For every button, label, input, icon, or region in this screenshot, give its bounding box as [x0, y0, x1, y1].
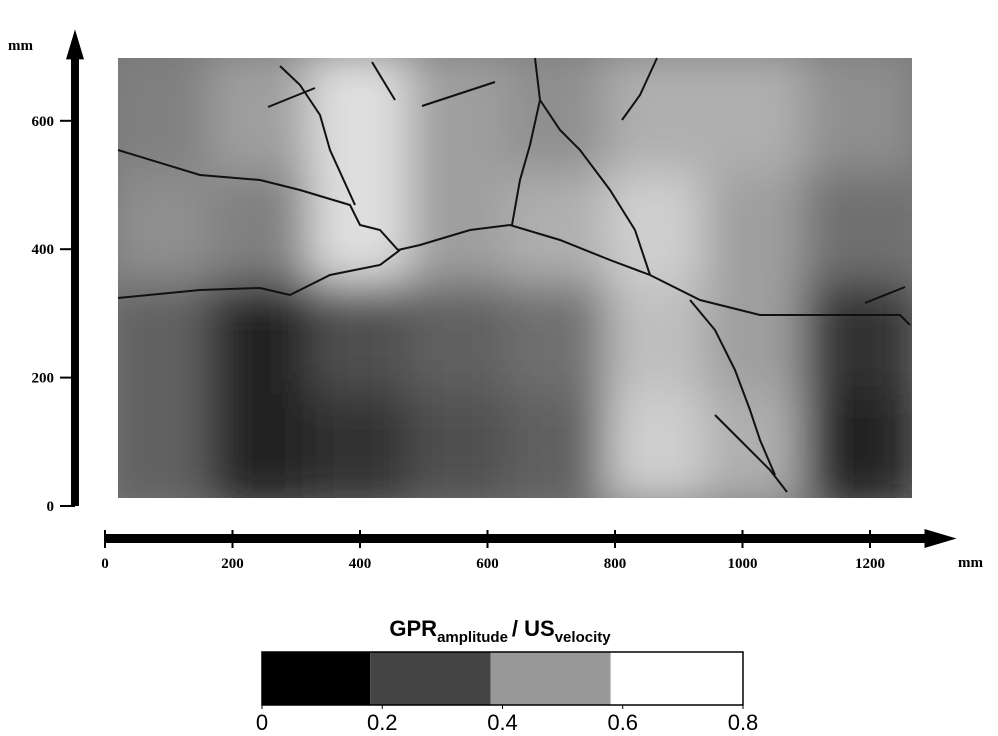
- heat-cell: [408, 161, 519, 283]
- heat-cell: [507, 51, 618, 173]
- heat-cell: [507, 382, 618, 504]
- colorbar-bin: [262, 652, 370, 705]
- title-sub: velocity: [555, 629, 612, 646]
- heat-cell: [803, 382, 914, 504]
- heat-cell: [211, 161, 322, 283]
- heat-cell: [803, 161, 914, 283]
- x-tick-label: 800: [604, 556, 627, 572]
- heat-cell: [309, 161, 420, 283]
- y-axis-label: mm: [8, 38, 33, 54]
- heat-cell: [408, 382, 519, 504]
- heat-cell: [705, 51, 816, 173]
- y-tick-label: 200: [32, 371, 55, 387]
- heat-cell: [211, 382, 322, 504]
- heat-cell: [705, 271, 816, 393]
- colorbar-bin: [490, 652, 610, 705]
- x-tick-label: 600: [476, 556, 499, 572]
- colorbar-tick-label: 0.4: [487, 710, 518, 735]
- x-axis-label: mm: [958, 555, 983, 571]
- heat-cell: [211, 51, 322, 173]
- heat-cell: [507, 271, 618, 393]
- y-tick-label: 600: [32, 114, 55, 130]
- heat-cell: [705, 161, 816, 283]
- x-tick-label: 1200: [855, 556, 885, 572]
- heat-cell: [112, 161, 223, 283]
- chart: 0 200 400 600 0 200 400 600 800 1000 1200 mm mm GP…: [0, 0, 998, 736]
- title-sub: amplitude: [437, 629, 508, 646]
- x-axis-line: [105, 534, 927, 543]
- heat-cell: [309, 382, 420, 504]
- heat-cell: [803, 51, 914, 173]
- colorbar-tick-label: 0.2: [367, 710, 398, 735]
- y-tick-label: 400: [32, 242, 55, 258]
- colorbar-tick-label: 0.6: [607, 710, 638, 735]
- heat-cell: [606, 382, 717, 504]
- heat-cell: [309, 51, 420, 173]
- heat-cell: [606, 271, 717, 393]
- heat-cell: [112, 382, 223, 504]
- colorbar-tick-label: 0: [256, 710, 268, 735]
- x-tick-label: 1000: [728, 556, 758, 572]
- x-tick-label: 200: [221, 556, 244, 572]
- heat-cell: [408, 51, 519, 173]
- colorbar-bin: [370, 652, 490, 705]
- x-tick-label: 400: [349, 556, 372, 572]
- x-axis-arrow: [925, 529, 957, 548]
- colorbar-bin: [611, 652, 743, 705]
- colorbar-tick-label: 0.8: [728, 710, 759, 735]
- title-mid: / US: [512, 616, 555, 641]
- x-tick-label: 0: [101, 556, 109, 572]
- heat-cell: [705, 382, 816, 504]
- y-tick-label: 0: [47, 499, 55, 515]
- heatmap: [112, 51, 915, 505]
- y-axis-line: [71, 57, 79, 506]
- heat-cell: [606, 51, 717, 173]
- title-main: GPR: [389, 616, 437, 641]
- heat-cell: [112, 51, 223, 173]
- y-axis-arrow: [66, 29, 84, 59]
- colorbar-title: GPRamplitude/ USvelocity: [389, 616, 611, 646]
- heat-cell: [309, 271, 420, 393]
- heat-cell: [408, 271, 519, 393]
